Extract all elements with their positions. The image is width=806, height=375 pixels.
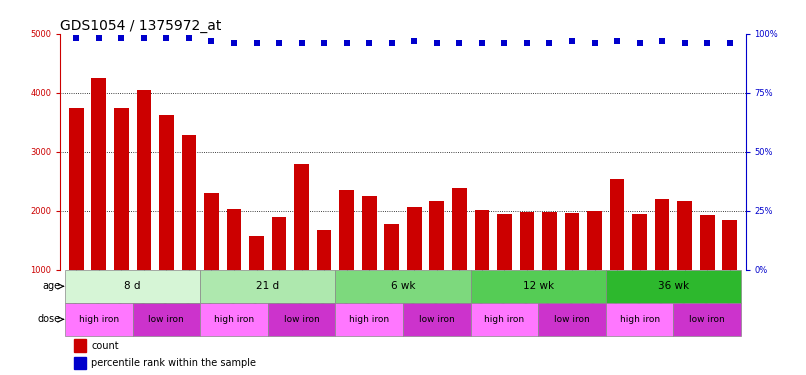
Point <box>160 36 172 42</box>
Bar <box>65 303 132 336</box>
Bar <box>407 207 422 270</box>
Bar <box>654 199 670 270</box>
Text: low iron: low iron <box>555 315 590 324</box>
Bar <box>69 108 84 270</box>
Bar <box>181 135 196 270</box>
Text: dose: dose <box>38 314 60 324</box>
Point <box>543 40 556 46</box>
Bar <box>114 108 129 270</box>
Point <box>634 40 646 46</box>
Text: 12 wk: 12 wk <box>522 281 554 291</box>
Bar <box>159 115 174 270</box>
Text: low iron: low iron <box>148 315 185 324</box>
Text: high iron: high iron <box>484 315 525 324</box>
Text: high iron: high iron <box>214 315 254 324</box>
Bar <box>565 213 580 270</box>
Bar <box>588 211 602 270</box>
Point <box>723 40 736 46</box>
Bar <box>200 303 268 336</box>
Point <box>182 36 195 42</box>
Bar <box>538 303 606 336</box>
Bar <box>722 220 737 270</box>
Bar <box>606 303 674 336</box>
Text: 36 wk: 36 wk <box>658 281 689 291</box>
Bar <box>200 270 335 303</box>
Text: low iron: low iron <box>689 315 725 324</box>
Point <box>70 36 83 42</box>
Bar <box>339 190 354 270</box>
Text: percentile rank within the sample: percentile rank within the sample <box>91 358 256 369</box>
Point <box>318 40 330 46</box>
Point <box>679 40 692 46</box>
Point <box>385 40 398 46</box>
Bar <box>362 196 376 270</box>
Bar <box>471 270 606 303</box>
Bar <box>204 193 218 270</box>
Bar <box>403 303 471 336</box>
Point <box>137 36 150 42</box>
Bar <box>452 188 467 270</box>
Point <box>588 40 601 46</box>
Bar <box>335 303 403 336</box>
Text: 21 d: 21 d <box>256 281 280 291</box>
Text: high iron: high iron <box>79 315 118 324</box>
Bar <box>317 230 331 270</box>
Point <box>498 40 511 46</box>
Point <box>363 40 376 46</box>
Bar <box>475 210 489 270</box>
Point <box>700 40 713 46</box>
Point <box>521 40 534 46</box>
Bar <box>471 303 538 336</box>
Bar <box>91 78 106 270</box>
Text: count: count <box>91 341 119 351</box>
Point <box>295 40 308 46</box>
Point <box>430 40 443 46</box>
Point <box>656 38 669 44</box>
Bar <box>677 201 692 270</box>
Text: low iron: low iron <box>284 315 319 324</box>
Point <box>340 40 353 46</box>
Text: GDS1054 / 1375972_at: GDS1054 / 1375972_at <box>60 19 222 33</box>
Point <box>408 38 421 44</box>
Point <box>93 36 106 42</box>
Bar <box>335 270 471 303</box>
Bar <box>497 214 512 270</box>
Bar <box>136 90 152 270</box>
Text: 8 d: 8 d <box>124 281 141 291</box>
Bar <box>606 270 741 303</box>
Bar <box>520 212 534 270</box>
Bar <box>384 224 399 270</box>
Point <box>566 38 579 44</box>
Bar <box>74 339 86 352</box>
Point <box>611 38 624 44</box>
Bar <box>294 164 309 270</box>
Bar <box>674 303 741 336</box>
Text: high iron: high iron <box>620 315 659 324</box>
Bar <box>74 357 86 369</box>
Point <box>114 36 127 42</box>
Bar <box>132 303 200 336</box>
Point <box>250 40 263 46</box>
Point <box>272 40 285 46</box>
Bar <box>632 214 647 270</box>
Point <box>205 38 218 44</box>
Bar <box>542 212 557 270</box>
Bar <box>65 270 200 303</box>
Bar <box>610 179 625 270</box>
Bar <box>430 201 444 270</box>
Bar <box>268 303 335 336</box>
Bar <box>249 236 264 270</box>
Point <box>476 40 488 46</box>
Bar <box>272 217 286 270</box>
Text: high iron: high iron <box>349 315 389 324</box>
Text: low iron: low iron <box>419 315 455 324</box>
Point <box>227 40 240 46</box>
Bar <box>226 209 241 270</box>
Bar <box>700 216 715 270</box>
Text: age: age <box>43 281 60 291</box>
Text: 6 wk: 6 wk <box>391 281 415 291</box>
Point <box>453 40 466 46</box>
